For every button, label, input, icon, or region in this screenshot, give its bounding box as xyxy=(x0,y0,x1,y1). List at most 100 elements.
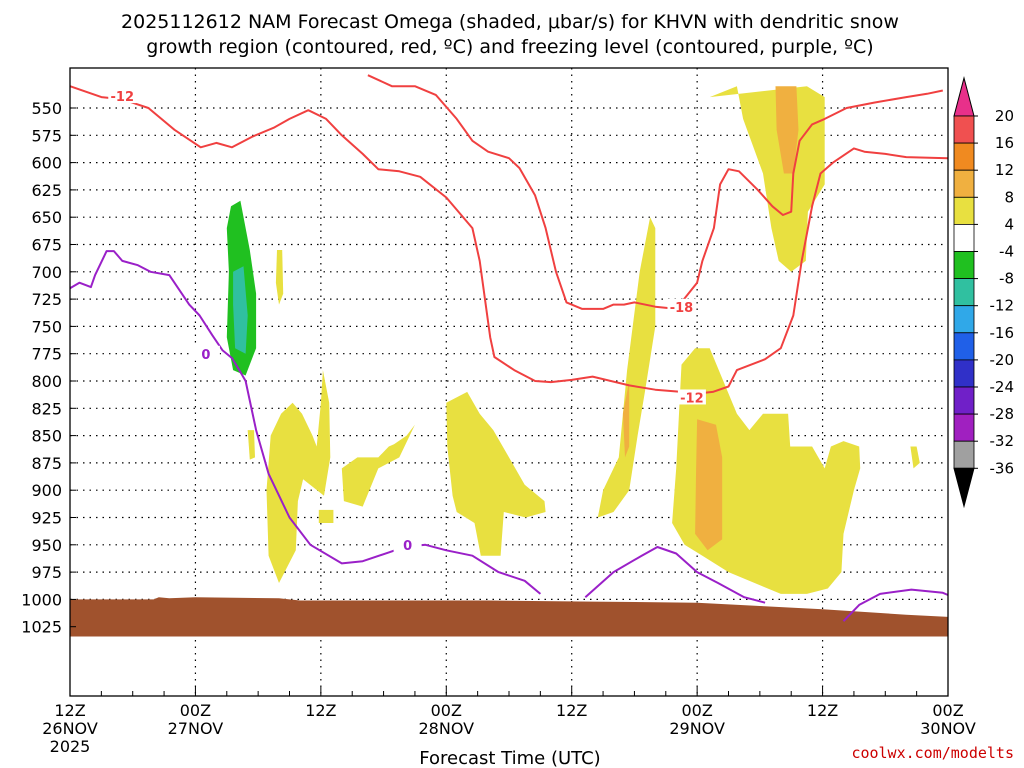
omega-area-block-3 xyxy=(446,391,546,556)
x-tick-year: 2025 xyxy=(50,737,91,756)
x-tick-label: 00Z xyxy=(180,701,211,720)
y-tick-label: 875 xyxy=(31,454,62,473)
colorbar-swatch xyxy=(953,142,975,171)
colorbar-swatch xyxy=(953,386,975,415)
x-tick-label: 12Z xyxy=(556,701,587,720)
colorbar-swatch xyxy=(953,115,975,144)
y-tick-label: 775 xyxy=(31,345,62,364)
x-tick-label: 12Z xyxy=(807,701,838,720)
colorbar-swatch xyxy=(953,223,975,252)
freezing-label-a-bg xyxy=(191,345,220,361)
omega-area-block-2 xyxy=(341,424,415,507)
y-tick-label: 850 xyxy=(31,427,62,446)
freezing-label-b-bg xyxy=(393,536,422,552)
colorbar-label: 20 xyxy=(995,107,1014,125)
colorbar-swatch xyxy=(953,196,975,225)
x-axis-label: Forecast Time (UTC) xyxy=(419,748,600,768)
y-tick-label: 1025 xyxy=(21,618,62,637)
freezing-contour-a xyxy=(69,250,542,595)
y-tick-label: 575 xyxy=(31,126,62,145)
omega-shading xyxy=(226,86,920,594)
x-tick-label: 12Z xyxy=(54,701,85,720)
colorbar-label: 8 xyxy=(1004,188,1014,206)
omega-sliver-3 xyxy=(318,509,334,523)
y-tick-label: 700 xyxy=(31,263,62,282)
freezing-label-a: 0 xyxy=(201,348,210,363)
omega-sliver-4 xyxy=(910,446,920,469)
omega-area-lower-right-core xyxy=(695,419,723,551)
plot-frame xyxy=(69,67,949,697)
omega-area-teal xyxy=(233,266,248,354)
x-tick-label: 00Z xyxy=(431,701,462,720)
y-tick-label: 725 xyxy=(31,290,62,309)
x-tick-date: 29NOV xyxy=(669,719,725,738)
y-tick-label: 650 xyxy=(31,208,62,227)
colorbar-label: -8 xyxy=(999,270,1014,288)
chart-title-line1: 2025112612 NAM Forecast Omega (shaded, μ… xyxy=(121,11,899,33)
y-tick-label: 800 xyxy=(31,372,62,391)
colorbar-label: 12 xyxy=(995,161,1014,179)
dgz-contour-a xyxy=(69,85,949,396)
colorbar-label: -4 xyxy=(999,243,1014,261)
x-tick-label: 12Z xyxy=(305,701,336,720)
dgz-label-b: -18 xyxy=(670,301,694,316)
omega-area-diagonal-core xyxy=(622,381,630,458)
freezing-contour-b xyxy=(584,546,766,604)
y-tick-label: 675 xyxy=(31,236,62,255)
dgz-label-a: -12 xyxy=(111,90,135,105)
colorbar-label: 16 xyxy=(995,134,1014,152)
ground-terrain xyxy=(70,597,948,637)
y-tick-label: 925 xyxy=(31,509,62,528)
colorbar-swatch xyxy=(953,332,975,361)
colorbar-label: -16 xyxy=(990,324,1015,342)
y-tick-label: 825 xyxy=(31,399,62,418)
colorbar-label: -36 xyxy=(990,459,1015,477)
x-tick-date: 27NOV xyxy=(168,719,224,738)
dgz-label-b-bg xyxy=(667,298,696,314)
colorbar-swatch-bottom xyxy=(953,467,975,509)
colorbar-swatch xyxy=(953,359,975,388)
omega-area-block-1 xyxy=(266,370,331,583)
freezing-contour-c xyxy=(842,588,949,622)
omega-sliver-2 xyxy=(247,430,255,460)
colorbar-swatch xyxy=(953,169,975,198)
y-tick-label: 600 xyxy=(31,154,62,173)
chart-title-line2: growth region (contoured, red, ºC) and f… xyxy=(146,36,873,58)
omega-area-upper-right-core xyxy=(775,86,799,174)
dgz-label-c-bg xyxy=(677,389,706,405)
dgz-contour-b xyxy=(367,74,677,310)
colorbar-label: -32 xyxy=(990,432,1015,450)
x-tick-date: 26NOV xyxy=(42,719,98,738)
colorbar-swatch xyxy=(953,251,975,280)
ground-fill xyxy=(70,597,948,637)
axes: 550 575 600 625 650 675 700 725 750 775 800 825 850 8… xyxy=(21,67,976,756)
y-tick-label: 1000 xyxy=(21,590,62,609)
contours: -12 -18 -12 0 0 xyxy=(69,74,949,622)
colorbar: 20 16 12 8 4 -4 -8 -12 -16 -20 -24 -28 -32 -36 xyxy=(953,76,1015,509)
colorbar-swatch xyxy=(953,305,975,334)
y-tick-label: 900 xyxy=(31,481,62,500)
credit-text: coolwx.com/modelts xyxy=(851,744,1014,762)
freezing-label-b: 0 xyxy=(403,539,412,554)
omega-area-diagonal xyxy=(597,217,656,518)
colorbar-label: -28 xyxy=(990,405,1015,423)
dgz-label-c: -12 xyxy=(680,391,704,406)
dgz-contour-c xyxy=(675,89,944,310)
y-tick-label: 750 xyxy=(31,317,62,336)
y-tick-label: 550 xyxy=(31,99,62,118)
x-tick-label: 00Z xyxy=(681,701,712,720)
dgz-label-a-bg xyxy=(108,88,137,104)
colorbar-label: -20 xyxy=(990,351,1015,369)
colorbar-swatch xyxy=(953,278,975,307)
x-tick-label: 00Z xyxy=(932,701,963,720)
x-tick-date: 28NOV xyxy=(418,719,474,738)
colorbar-swatch xyxy=(953,413,975,442)
y-tick-label: 975 xyxy=(31,563,62,582)
x-tick-date: 30NOV xyxy=(920,719,976,738)
colorbar-label: 4 xyxy=(1004,215,1014,233)
y-tick-label: 950 xyxy=(31,536,62,555)
colorbar-swatch xyxy=(953,440,975,469)
colorbar-label: -24 xyxy=(990,378,1015,396)
colorbar-label: -12 xyxy=(990,297,1015,315)
y-tick-label: 625 xyxy=(31,181,62,200)
